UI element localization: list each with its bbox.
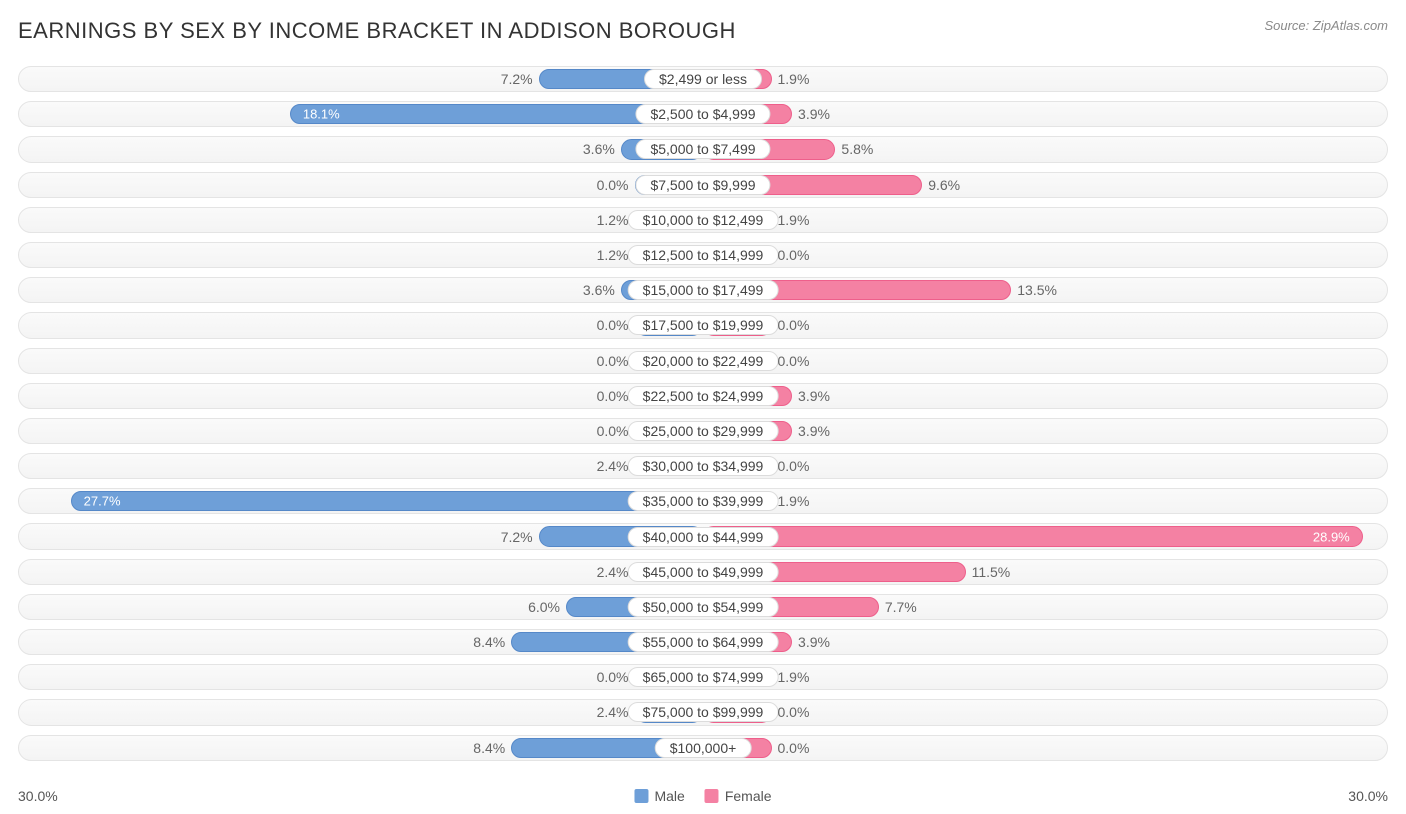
male-pct: 3.6% bbox=[583, 141, 615, 157]
bracket-label: $25,000 to $29,999 bbox=[628, 421, 779, 441]
male-pct: 3.6% bbox=[583, 282, 615, 298]
female-pct: 0.0% bbox=[778, 247, 810, 263]
female-pct: 0.0% bbox=[778, 458, 810, 474]
bracket-label: $55,000 to $64,999 bbox=[628, 632, 779, 652]
bracket-label: $15,000 to $17,499 bbox=[628, 280, 779, 300]
chart-row: $65,000 to $74,9990.0% 1.9% bbox=[18, 660, 1388, 694]
chart-row: $20,000 to $22,4990.0% 0.0% bbox=[18, 344, 1388, 378]
source-attribution: Source: ZipAtlas.com bbox=[1264, 18, 1388, 33]
bracket-label: $12,500 to $14,999 bbox=[628, 245, 779, 265]
female-pct: 3.9% bbox=[798, 423, 830, 439]
chart-row: $5,000 to $7,499 3.6% 5.8% bbox=[18, 132, 1388, 166]
legend-male: Male bbox=[634, 788, 684, 804]
female-pct: 5.8% bbox=[841, 141, 873, 157]
bracket-label: $100,000+ bbox=[655, 738, 752, 758]
bracket-label: $30,000 to $34,999 bbox=[628, 456, 779, 476]
female-pct: 1.9% bbox=[778, 493, 810, 509]
chart-row: $50,000 to $54,999 6.0% 7.7% bbox=[18, 590, 1388, 624]
axis-right-label: 30.0% bbox=[1348, 788, 1388, 804]
male-pct: 0.0% bbox=[597, 177, 629, 193]
male-pct: 1.2% bbox=[597, 247, 629, 263]
chart-row: $55,000 to $64,999 8.4% 3.9% bbox=[18, 625, 1388, 659]
bracket-label: $35,000 to $39,999 bbox=[628, 491, 779, 511]
male-pct: 0.0% bbox=[597, 669, 629, 685]
chart-row: $75,000 to $99,9992.4% 0.0% bbox=[18, 695, 1388, 729]
bracket-label: $65,000 to $74,999 bbox=[628, 667, 779, 687]
bracket-label: $2,500 to $4,999 bbox=[635, 104, 770, 124]
female-pct: 3.9% bbox=[798, 634, 830, 650]
chart-row: $40,000 to $44,999 7.2% 28.9% bbox=[18, 519, 1388, 553]
chart-row: $22,500 to $24,9990.0% 3.9% bbox=[18, 379, 1388, 413]
bracket-label: $5,000 to $7,499 bbox=[635, 139, 770, 159]
bracket-label: $20,000 to $22,499 bbox=[628, 351, 779, 371]
female-bar bbox=[703, 526, 1363, 546]
female-pct: 3.9% bbox=[798, 388, 830, 404]
legend-female: Female bbox=[705, 788, 772, 804]
diverging-bar-chart: $2,499 or less 7.2% 1.9% $2,500 to $4,999 18… bbox=[18, 62, 1388, 765]
bracket-label: $2,499 or less bbox=[644, 69, 762, 89]
chart-row: $12,500 to $14,9991.2% 0.0% bbox=[18, 238, 1388, 272]
male-pct: 0.0% bbox=[597, 388, 629, 404]
female-pct: 28.9% bbox=[1313, 529, 1350, 544]
female-pct: 7.7% bbox=[885, 599, 917, 615]
chart-title: EARNINGS BY SEX BY INCOME BRACKET IN ADD… bbox=[18, 18, 736, 44]
female-pct: 3.9% bbox=[798, 106, 830, 122]
female-pct: 1.9% bbox=[778, 71, 810, 87]
chart-row: $35,000 to $39,999 27.7% 1.9% bbox=[18, 484, 1388, 518]
male-pct: 2.4% bbox=[597, 458, 629, 474]
bracket-label: $10,000 to $12,499 bbox=[628, 210, 779, 230]
male-pct: 8.4% bbox=[473, 634, 505, 650]
male-pct: 18.1% bbox=[303, 107, 340, 122]
chart-row: $7,500 to $9,999 0.0% 9.6% bbox=[18, 168, 1388, 202]
female-pct: 0.0% bbox=[778, 740, 810, 756]
female-pct: 0.0% bbox=[778, 704, 810, 720]
legend-male-label: Male bbox=[654, 788, 684, 804]
bracket-label: $75,000 to $99,999 bbox=[628, 702, 779, 722]
female-pct: 0.0% bbox=[778, 353, 810, 369]
male-pct: 0.0% bbox=[597, 317, 629, 333]
chart-row: $25,000 to $29,9990.0% 3.9% bbox=[18, 414, 1388, 448]
male-pct: 0.0% bbox=[597, 353, 629, 369]
female-pct: 1.9% bbox=[778, 669, 810, 685]
chart-row: $10,000 to $12,4991.2% 1.9% bbox=[18, 203, 1388, 237]
chart-row: $30,000 to $34,9992.4% 0.0% bbox=[18, 449, 1388, 483]
male-pct: 2.4% bbox=[597, 564, 629, 580]
male-pct: 8.4% bbox=[473, 740, 505, 756]
legend: Male Female bbox=[634, 788, 771, 804]
male-pct: 7.2% bbox=[501, 71, 533, 87]
bracket-label: $45,000 to $49,999 bbox=[628, 562, 779, 582]
bracket-label: $50,000 to $54,999 bbox=[628, 597, 779, 617]
axis-left-label: 30.0% bbox=[18, 788, 58, 804]
male-pct: 7.2% bbox=[501, 529, 533, 545]
female-pct: 9.6% bbox=[928, 177, 960, 193]
male-pct: 27.7% bbox=[84, 494, 121, 509]
male-swatch bbox=[634, 789, 648, 803]
female-pct: 1.9% bbox=[778, 212, 810, 228]
chart-row: $45,000 to $49,9992.4% 11.5% bbox=[18, 555, 1388, 589]
bracket-label: $40,000 to $44,999 bbox=[628, 527, 779, 547]
chart-row: $2,499 or less 7.2% 1.9% bbox=[18, 62, 1388, 96]
male-pct: 1.2% bbox=[597, 212, 629, 228]
chart-row: $15,000 to $17,499 3.6% 13.5% bbox=[18, 273, 1388, 307]
legend-female-label: Female bbox=[725, 788, 772, 804]
male-pct: 2.4% bbox=[597, 704, 629, 720]
chart-row: $2,500 to $4,999 18.1% 3.9% bbox=[18, 97, 1388, 131]
female-pct: 0.0% bbox=[778, 317, 810, 333]
bracket-label: $17,500 to $19,999 bbox=[628, 315, 779, 335]
bracket-label: $7,500 to $9,999 bbox=[635, 175, 770, 195]
male-pct: 6.0% bbox=[528, 599, 560, 615]
chart-row: $17,500 to $19,9990.0% 0.0% bbox=[18, 308, 1388, 342]
chart-row: $100,000+ 8.4% 0.0% bbox=[18, 731, 1388, 765]
female-pct: 13.5% bbox=[1017, 282, 1057, 298]
female-swatch bbox=[705, 789, 719, 803]
male-pct: 0.0% bbox=[597, 423, 629, 439]
female-pct: 11.5% bbox=[972, 564, 1011, 580]
bracket-label: $22,500 to $24,999 bbox=[628, 386, 779, 406]
male-bar bbox=[71, 491, 703, 511]
